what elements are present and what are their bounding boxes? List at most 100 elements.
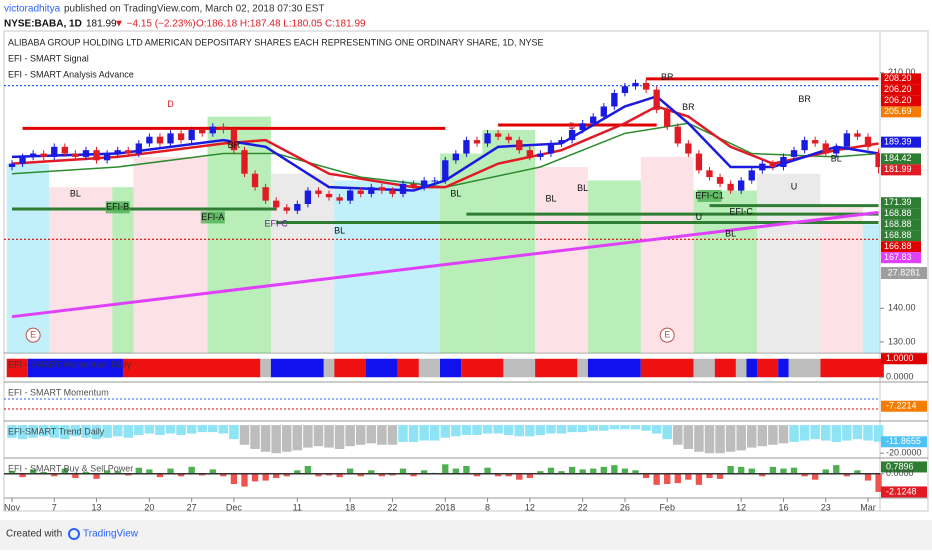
annotation: BL xyxy=(450,188,461,198)
candle-body xyxy=(347,190,354,201)
trend-bar xyxy=(313,425,324,447)
trend-bar xyxy=(60,425,70,440)
price-badge xyxy=(881,230,921,242)
panel-badge xyxy=(881,436,927,448)
momentum-segment xyxy=(503,358,536,378)
price-badge xyxy=(881,84,921,96)
trend-bar xyxy=(651,425,662,434)
study-label: EFI - SMART Analysis Advance xyxy=(8,69,134,79)
annotation-box xyxy=(200,211,225,224)
momentum-segment xyxy=(334,358,367,378)
trend-bar xyxy=(535,425,546,435)
power-bar xyxy=(103,470,111,474)
power-bar xyxy=(494,473,502,477)
power-bar xyxy=(304,466,312,474)
trend-bar xyxy=(662,425,672,440)
trend-bar xyxy=(831,425,842,442)
trend-bar xyxy=(345,425,355,447)
candle-body xyxy=(357,190,364,194)
power-bar xyxy=(452,468,460,474)
price-badge-label: 205.69 xyxy=(884,106,912,116)
trend-bar xyxy=(165,425,176,434)
power-bar xyxy=(420,470,428,474)
trend-bar xyxy=(366,425,377,444)
trend-bar xyxy=(91,425,102,440)
panel-tick-label: 1.0000 xyxy=(886,353,914,363)
x-tick-label: 16 xyxy=(778,502,788,512)
power-bar xyxy=(463,466,470,474)
power-bar xyxy=(357,473,364,477)
power-bar xyxy=(294,470,301,474)
momentum-segment xyxy=(260,358,271,378)
panel-tick-label: -11.8655 xyxy=(886,436,921,446)
candle-body xyxy=(336,197,343,201)
brand[interactable]: TradingView xyxy=(83,529,139,540)
power-bar xyxy=(273,473,280,478)
power-bar xyxy=(410,473,417,477)
power-bar xyxy=(188,466,195,474)
price-badge xyxy=(881,164,921,176)
power-bar xyxy=(156,473,164,478)
power-bar xyxy=(114,471,121,474)
price-badge xyxy=(881,252,921,264)
candle-body xyxy=(51,146,58,157)
last-price: 181.99 xyxy=(86,19,117,30)
candle-body xyxy=(664,109,671,127)
candle-body xyxy=(389,190,396,194)
created-with: Created with xyxy=(6,529,62,540)
trend-bar xyxy=(799,425,810,441)
trend-bar xyxy=(746,425,757,448)
trend-bar xyxy=(673,425,683,445)
overlay: 210.00140.00130.00208.20206.20206.20205.… xyxy=(4,67,927,512)
x-tick-label: 20 xyxy=(144,502,154,512)
candle-body xyxy=(262,187,269,201)
panel-badge xyxy=(881,400,927,412)
trend-bar xyxy=(630,425,641,430)
indicator-panel: EFI - SMART Buy & Sell Power 0.78960.0000… xyxy=(4,461,927,498)
panel-badge xyxy=(881,461,927,473)
candle-body xyxy=(103,153,111,161)
candle-body xyxy=(420,180,428,188)
price-badge-label: 171.39 xyxy=(884,197,912,207)
candle-body xyxy=(537,153,544,157)
trend-bar xyxy=(17,425,28,440)
x-tick-label: 27 xyxy=(187,502,197,512)
trend-bar xyxy=(112,425,123,437)
change: ▼ −4.15 (−2.23%) xyxy=(114,19,196,30)
power-bar xyxy=(727,466,734,474)
indicator-line xyxy=(11,122,879,188)
price-badge xyxy=(881,136,921,148)
power-bar xyxy=(61,468,69,474)
power-bar xyxy=(241,473,248,487)
indicator-panel: EFI-SMART Trend Daily -11.8655 -20.0000 xyxy=(7,425,927,458)
candle-body xyxy=(547,143,555,154)
trend-bar xyxy=(768,425,778,445)
price-badge-label: 166.88 xyxy=(884,241,912,251)
price-badge xyxy=(881,95,921,107)
x-tick-label: 26 xyxy=(620,502,630,512)
trend-bar xyxy=(7,425,17,438)
trend-bar xyxy=(334,425,345,449)
momentum-segment xyxy=(323,358,335,378)
candle-body xyxy=(685,143,692,154)
candle-body xyxy=(505,136,512,141)
price-badge-label: 168.88 xyxy=(884,208,912,218)
candle-body xyxy=(442,160,449,181)
author[interactable]: victoradhitya xyxy=(4,4,61,15)
candle-body xyxy=(875,152,880,168)
momentum-segment xyxy=(778,358,789,378)
candle-body xyxy=(114,150,121,154)
candle-body xyxy=(833,146,840,154)
trend-bar xyxy=(208,425,218,433)
power-bar xyxy=(167,468,174,474)
price-badge xyxy=(881,219,921,231)
signal-zone xyxy=(587,180,641,353)
trend-bar xyxy=(408,425,419,442)
momentum-segment xyxy=(820,358,884,378)
panel-title: EFI-SMART Trend Daily xyxy=(8,426,105,436)
candle-body xyxy=(516,140,523,151)
candle-body xyxy=(822,143,829,154)
x-tick-label: 2018 xyxy=(435,502,455,512)
trend-bar xyxy=(123,425,134,438)
momentum-segment xyxy=(577,358,588,378)
